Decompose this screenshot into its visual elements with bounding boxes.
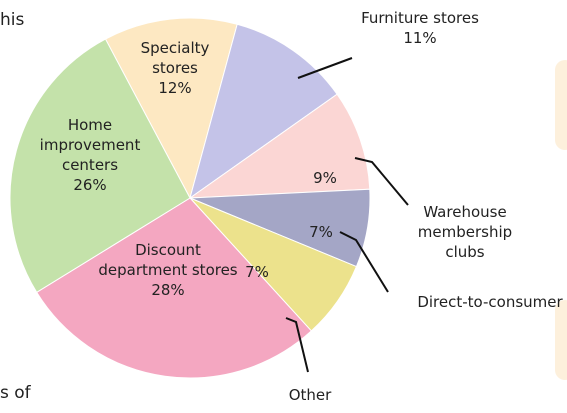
category-label: Home improvement centers xyxy=(39,116,141,174)
value-box: 7% xyxy=(232,262,282,282)
slice-label: Specialty stores 12% xyxy=(120,38,230,98)
decor xyxy=(555,60,567,150)
pie-slice xyxy=(9,38,191,294)
pie-slice xyxy=(36,197,313,379)
leader-line xyxy=(339,231,389,293)
slice-label: Home improvement centers 26% xyxy=(30,115,150,195)
pie-slice xyxy=(188,93,371,199)
text-fragment: s of xyxy=(0,383,31,403)
value-label: 7% xyxy=(309,223,333,241)
value-box: 9% xyxy=(300,168,350,188)
category-label: Other xyxy=(288,386,332,404)
category-label: Specialty stores xyxy=(140,39,210,77)
slice-label: Discount department stores 28% xyxy=(98,240,238,300)
category-label: Direct-to-consumer xyxy=(417,293,563,311)
slice-label: Other xyxy=(275,385,345,405)
category-label: Discount department stores xyxy=(98,241,238,279)
leader-line xyxy=(285,317,309,373)
category-label: Furniture stores xyxy=(361,9,479,27)
slice-label: Direct-to-consumer xyxy=(410,292,567,312)
value-label: 12% xyxy=(158,79,192,97)
pie-slice xyxy=(189,23,338,200)
value-box: 7% xyxy=(296,222,346,242)
value-label: 9% xyxy=(313,169,337,187)
category-label: Warehouse membership clubs xyxy=(417,203,513,261)
value-label: 7% xyxy=(245,263,269,281)
leader-line xyxy=(354,157,409,206)
text-fragment: his xyxy=(0,10,25,30)
decor xyxy=(555,300,567,380)
value-label: 11% xyxy=(403,29,437,47)
slice-label: Furniture stores 11% xyxy=(360,8,480,48)
value-label: 26% xyxy=(73,176,107,194)
pie-slice xyxy=(104,17,238,200)
leader-line xyxy=(297,57,353,79)
slice-label: Warehouse membership clubs xyxy=(400,202,530,262)
value-label: 28% xyxy=(151,281,185,299)
